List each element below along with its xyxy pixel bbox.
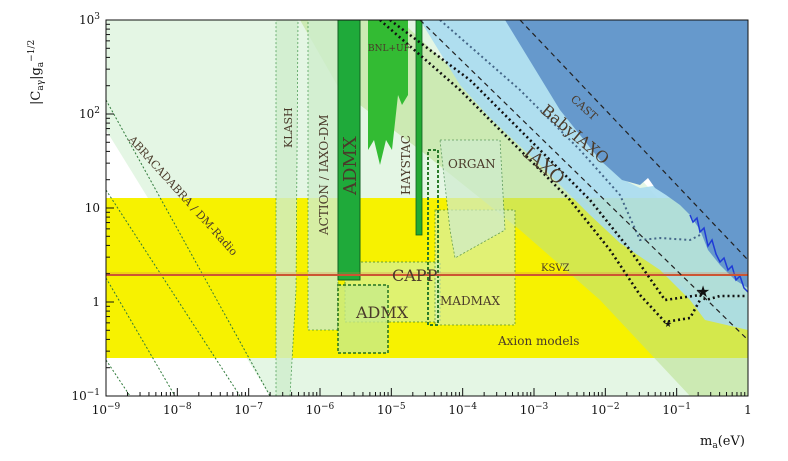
x-tick-label: 10−8: [163, 402, 192, 417]
dashed-line-2: [519, 20, 748, 261]
x-tick-label: 10−2: [591, 402, 620, 417]
y-tick-label: 1: [92, 295, 100, 309]
label-bnl-uf: BNL+UF: [368, 44, 410, 54]
label-action: ACTION / IAXO-DM: [317, 114, 331, 236]
label-admx-projection: ADMX: [355, 303, 409, 322]
x-axis-label: ma(eV): [700, 434, 745, 451]
x-tick-label: 10−9: [92, 402, 121, 417]
label-organ: ORGAN: [448, 157, 496, 171]
babyiaxo-curve: [439, 20, 701, 242]
label-klash: KLASH: [282, 107, 295, 148]
abracadabra-line-2: [106, 189, 241, 396]
y-tick-label: 103: [79, 12, 100, 27]
admx-projection: [337, 284, 389, 354]
star-marker: ★: [696, 282, 710, 301]
x-tick-label: 10−4: [448, 402, 477, 417]
bnl-uf-region: [368, 20, 408, 165]
abracadabra-line-1: [106, 99, 271, 396]
dashed-line-1: [419, 20, 748, 341]
label-madmax: MADMAX: [440, 294, 501, 308]
x-tick-label: 10−1: [662, 402, 691, 417]
organ-region: [439, 139, 506, 259]
x-tick-label: 10−7: [234, 402, 263, 417]
cast-noisy-edge: [689, 214, 748, 293]
abracadabra-line-4: [106, 359, 131, 396]
admx-region: [337, 20, 361, 281]
label-haystac: HAYSTAC: [399, 135, 413, 195]
haystac-region-2: [427, 149, 439, 326]
iaxo-lower-curve: [379, 20, 702, 324]
y-axis-label: |Caγ|ga−1/2: [27, 40, 46, 105]
x-tick-label: 10−5: [377, 402, 406, 417]
label-axion-models: Axion models: [497, 334, 579, 348]
abracadabra-line-3: [106, 277, 176, 396]
cast-region: [505, 20, 748, 288]
klash-region: [275, 20, 299, 396]
iaxo-region: [300, 20, 748, 396]
label-ksvz: KSVZ: [541, 263, 570, 274]
y-axis-ticks: 10−1 1 10 102 103: [71, 12, 114, 403]
x-tick-label: 10−6: [306, 402, 335, 417]
babyiaxo-region: [420, 20, 748, 330]
iaxo-curve: [389, 20, 748, 302]
label-capp: CAPP: [392, 266, 438, 285]
haystac-region: [415, 20, 423, 236]
x-axis-ticks: 10−9 10−8 10−7 10−6 10−5 10−4 10−3 10−2 10−1 1: [92, 388, 752, 417]
y-tick-label: 10: [85, 201, 100, 215]
label-admx: ADMX: [340, 136, 361, 196]
y-tick-label: 102: [79, 106, 100, 121]
x-tick-label: 10−3: [520, 402, 549, 417]
x-tick-label: 1: [744, 403, 752, 417]
y-tick-label: 10−1: [71, 388, 100, 403]
star-marker-2: ★: [664, 320, 672, 330]
